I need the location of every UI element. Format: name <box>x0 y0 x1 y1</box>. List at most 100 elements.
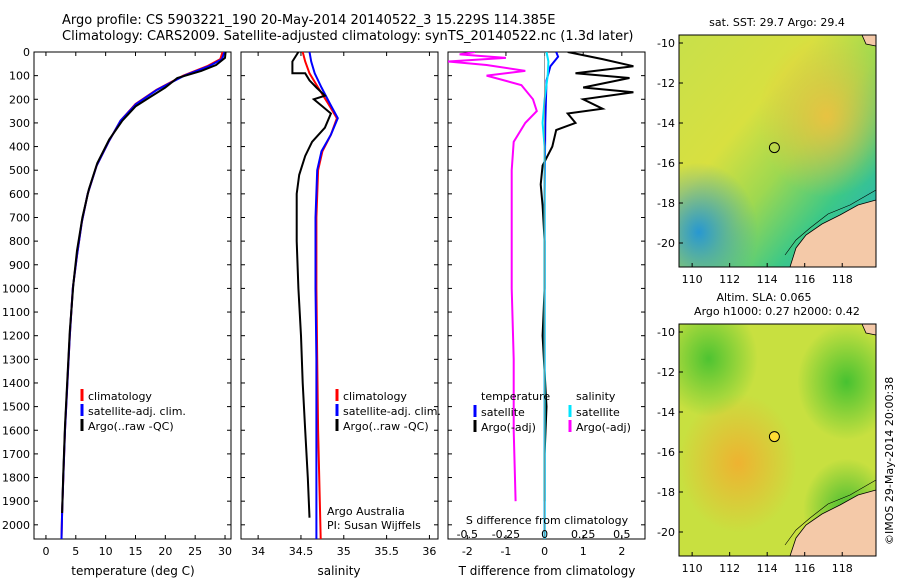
difference-s-tick-label: -0.25 <box>492 528 520 541</box>
salinity-legend-label: climatology <box>343 390 407 403</box>
sst-map-xtick-label: 116 <box>794 273 815 286</box>
difference-s-tick-label: 0.5 <box>613 528 631 541</box>
sst-map <box>678 34 877 268</box>
temperature-legend-label: Argo(..raw -QC) <box>88 420 174 433</box>
sla-map-xtick-label: 112 <box>719 562 740 575</box>
sla-map-xtick-label: 118 <box>832 562 853 575</box>
depth-tick-label: 800 <box>9 235 30 248</box>
sla-map-ytick-label: -18 <box>657 486 675 499</box>
difference-xlabel: T difference from climatology <box>458 564 636 578</box>
difference-xtick-label: -1 <box>500 545 511 558</box>
depth-tick-label: 1000 <box>2 282 30 295</box>
difference-panel-frame <box>447 51 646 540</box>
sst-map-xtick-label: 112 <box>719 273 740 286</box>
temperature-xlabel: temperature (deg C) <box>71 564 194 578</box>
difference-s-tick-label: -0.5 <box>457 528 478 541</box>
salinity-series-satellite-adj-clim- <box>308 52 339 539</box>
imos-timestamp-label: ©IMOS 29-May-2014 20:00:38 <box>883 377 896 545</box>
depth-tick-label: 100 <box>9 70 30 83</box>
difference-xtick-label: -2 <box>462 545 473 558</box>
sla-map <box>678 323 877 557</box>
credit-line1: Argo Australia <box>327 505 405 518</box>
sla-map-ytick-label: -20 <box>657 526 675 539</box>
sla-map-xtick-label: 116 <box>794 562 815 575</box>
depth-tick-label: 300 <box>9 117 30 130</box>
difference-xtick-label: 0 <box>541 545 548 558</box>
sla-map-xtick-label: 110 <box>682 562 703 575</box>
sst-map-shelf-contour <box>784 189 877 256</box>
depth-tick-label: 1200 <box>2 330 30 343</box>
salinity-xtick-label: 34 <box>251 545 265 558</box>
depth-tick-label: 1800 <box>2 472 30 485</box>
sst-map-title: sat. SST: 29.7 Argo: 29.4 <box>709 16 845 29</box>
difference-xtick-label: 2 <box>618 545 625 558</box>
depth-tick-label: 1900 <box>2 495 30 508</box>
temperature-series-argo-raw-qc- <box>61 52 227 514</box>
difference-s-tick-label: 0.25 <box>571 528 596 541</box>
salinity-xtick-label: 35 <box>337 545 351 558</box>
sla-map-frame <box>678 323 877 557</box>
depth-tick-label: 400 <box>9 141 30 154</box>
sst-map-ytick-label: -14 <box>657 117 675 130</box>
sla-map-ytick-label: -16 <box>657 446 675 459</box>
difference-legend-label: satellite <box>481 406 525 419</box>
difference-series-salinity-argo-adj- <box>448 52 538 502</box>
salinity-xtick-label: 34.5 <box>289 545 314 558</box>
depth-tick-label: 200 <box>9 93 30 106</box>
sst-map-xtick-label: 110 <box>682 273 703 286</box>
temperature-xtick-label: 5 <box>72 545 79 558</box>
sst-map-ytick-label: -16 <box>657 157 675 170</box>
depth-tick-label: 1500 <box>2 401 30 414</box>
depth-tick-label: 0 <box>23 46 30 59</box>
sla-map-xtick-label: 114 <box>757 562 778 575</box>
sst-map-frame <box>678 34 877 268</box>
temperature-legend-label: climatology <box>88 390 152 403</box>
temperature-xtick-label: 30 <box>218 545 232 558</box>
sla-map-shelf-contour <box>784 479 877 546</box>
salinity-xtick-label: 35.5 <box>374 545 399 558</box>
chart-marks: 0100200300400500600700800900100011001200… <box>2 37 853 578</box>
depth-tick-label: 1100 <box>2 306 30 319</box>
sst-map-xtick-label: 114 <box>757 273 778 286</box>
depth-tick-label: 1300 <box>2 353 30 366</box>
depth-tick-label: 700 <box>9 211 30 224</box>
difference-legend-label: Argo(-adj) <box>481 421 536 434</box>
sst-map-xtick-label: 118 <box>832 273 853 286</box>
sst-map-ytick-label: -18 <box>657 197 675 210</box>
figure-title-line2: Climatology: CARS2009. Satellite-adjuste… <box>62 29 634 44</box>
depth-tick-label: 900 <box>9 259 30 272</box>
sla-map-ytick-label: -10 <box>657 326 675 339</box>
temperature-xtick-label: 25 <box>188 545 202 558</box>
depth-tick-label: 500 <box>9 164 30 177</box>
sst-map-ytick-label: -10 <box>657 37 675 50</box>
sst-map-ytick-label: -20 <box>657 237 675 250</box>
salinity-xtick-label: 36 <box>422 545 436 558</box>
depth-tick-label: 1600 <box>2 424 30 437</box>
depth-tick-label: 1400 <box>2 377 30 390</box>
temperature-legend-label: satellite-adj. clim. <box>88 405 186 418</box>
difference-s-axis-label: S difference from climatology <box>466 514 629 527</box>
temperature-panel-frame <box>33 51 232 540</box>
salinity-series-argo-raw-qc- <box>291 52 333 518</box>
difference-legend-heading: temperature <box>481 390 550 403</box>
temperature-xtick-label: 10 <box>99 545 113 558</box>
credit-line2: PI: Susan Wijffels <box>327 519 421 532</box>
difference-legend-label: satellite <box>576 406 620 419</box>
difference-legend-label: Argo(-adj) <box>576 421 631 434</box>
temperature-xtick-label: 0 <box>42 545 49 558</box>
sla-map-title: Altim. SLA: 0.065 <box>716 291 811 304</box>
depth-tick-label: 2000 <box>2 519 30 532</box>
difference-s-tick-label: 0 <box>541 528 548 541</box>
difference-xtick-label: 1 <box>580 545 587 558</box>
figure-title-line1: Argo profile: CS 5903221_190 20-May-2014… <box>62 13 556 28</box>
sst-map-ytick-label: -12 <box>657 77 675 90</box>
salinity-legend-label: satellite-adj. clim. <box>343 405 441 418</box>
depth-tick-label: 1700 <box>2 448 30 461</box>
temperature-xtick-label: 20 <box>158 545 172 558</box>
salinity-xlabel: salinity <box>317 564 360 578</box>
depth-tick-label: 600 <box>9 188 30 201</box>
salinity-legend-label: Argo(..raw -QC) <box>343 420 429 433</box>
sla-map-subtitle: Argo h1000: 0.27 h2000: 0.42 <box>694 305 860 318</box>
sla-map-ytick-label: -12 <box>657 366 675 379</box>
